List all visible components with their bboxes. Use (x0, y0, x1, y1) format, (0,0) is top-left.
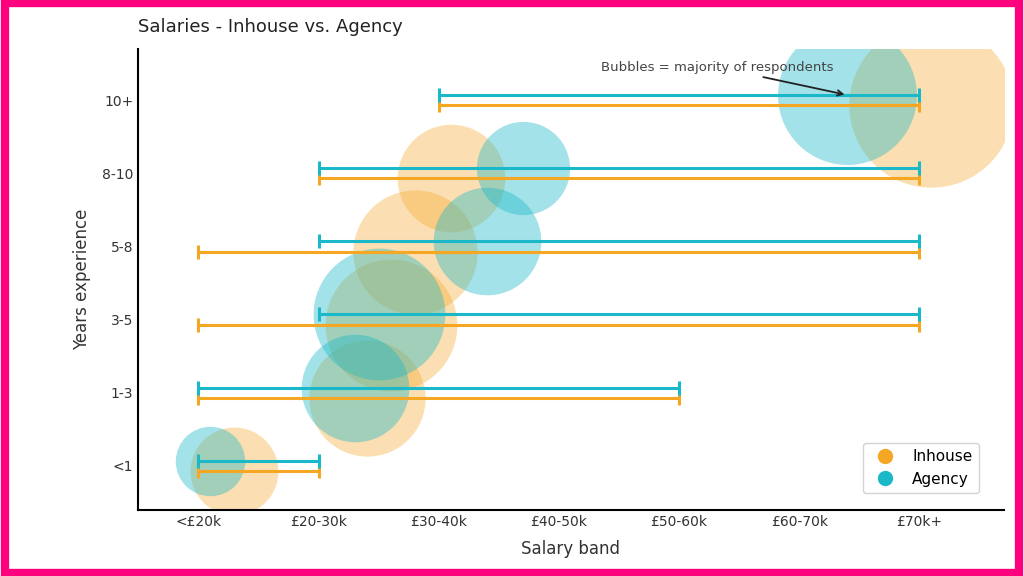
Text: Salaries - Inhouse vs. Agency: Salaries - Inhouse vs. Agency (138, 18, 403, 36)
Legend: Inhouse, Agency: Inhouse, Agency (863, 443, 979, 493)
Text: Digital Marketing Salary Survey 2020: Digital Marketing Salary Survey 2020 (739, 545, 998, 559)
Point (382, 320, 398, 329)
Y-axis label: Years experience: Years experience (73, 209, 91, 350)
Point (226, 467, 243, 476)
X-axis label: Salary band: Salary band (521, 540, 621, 558)
Point (346, 383, 362, 392)
Point (839, 90, 855, 100)
Point (515, 164, 531, 173)
Point (442, 174, 459, 183)
Point (924, 101, 940, 110)
Point (358, 393, 375, 403)
Point (478, 237, 495, 246)
Point (371, 310, 387, 319)
Point (202, 456, 218, 465)
Point (407, 247, 423, 256)
Text: clockworkTalent.: clockworkTalent. (26, 545, 170, 560)
Text: Bubbles = majority of respondents: Bubbles = majority of respondents (601, 60, 843, 96)
